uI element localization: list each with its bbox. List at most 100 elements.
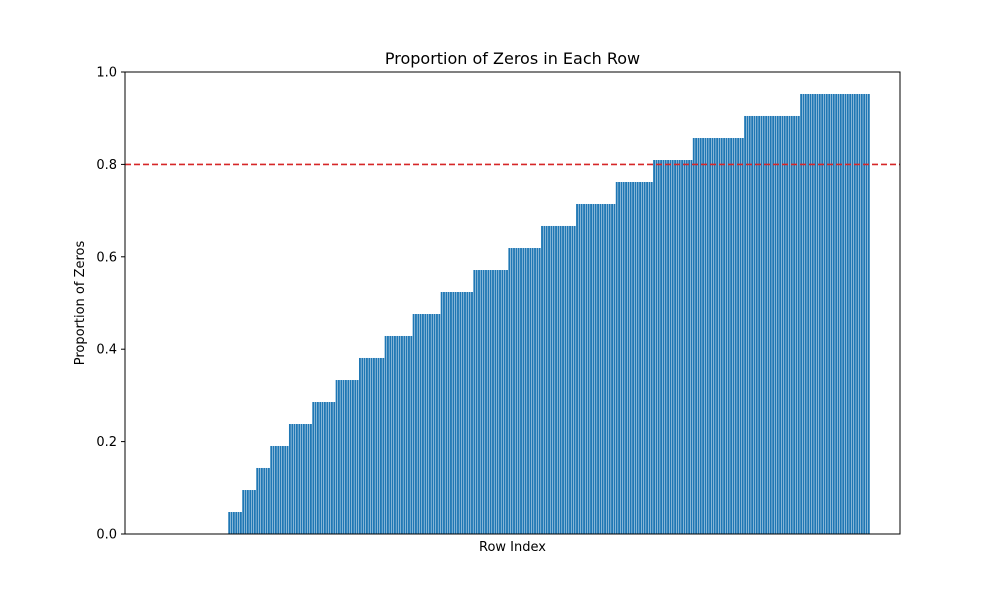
bar [762,115,765,534]
bar [800,93,803,535]
bar [389,335,392,534]
bar [809,93,812,535]
bar [246,490,249,534]
bar [585,203,588,535]
bar [646,182,648,534]
bar [723,138,726,534]
bar [300,424,303,534]
bar [576,203,578,535]
bar [508,248,511,534]
bar [548,225,550,535]
bar [286,445,289,534]
bar [632,182,634,534]
bar [496,270,499,534]
bar [552,225,555,535]
bar [391,335,394,534]
bar [683,160,686,534]
bar [302,424,305,534]
bar [856,93,859,535]
y-tick-label: 0.0 [96,528,117,543]
bar [697,138,700,534]
bar [802,93,805,535]
bar [669,160,672,534]
bar [709,138,712,534]
bar [370,357,373,534]
bar [373,357,375,534]
bar [478,270,480,534]
bar [811,93,814,535]
bar [578,203,581,535]
bar [688,160,691,534]
bar [295,424,298,534]
bar [515,248,518,534]
y-tick-label: 0.8 [96,158,117,173]
bar [797,115,800,534]
bar [445,292,448,534]
bar [676,160,679,534]
bar [447,292,450,534]
bar [741,138,744,534]
bar [746,115,749,534]
bar [846,93,849,535]
bar [828,93,831,535]
bar [401,335,403,534]
bar [422,314,424,534]
bar [613,203,616,535]
bar [734,138,737,534]
bar [450,292,452,534]
bar [718,138,721,534]
bar [760,115,763,534]
bar [858,93,861,535]
bar [499,270,501,534]
bar [429,314,431,534]
bar [835,93,838,535]
bar [555,225,557,535]
bar [629,182,632,534]
bar [704,138,707,534]
bar [323,402,326,534]
bar [620,182,623,534]
bar [375,357,378,534]
bar [730,138,733,534]
bar [564,225,567,535]
bar [706,138,709,534]
bar [345,380,347,534]
bar [653,160,656,534]
bar [314,402,317,534]
bar [249,490,252,534]
bar [569,225,571,535]
bar [716,138,719,534]
bar [436,314,438,534]
bar [739,138,742,534]
bar [426,314,429,534]
bar [464,292,466,534]
bar [230,512,233,534]
bar [538,248,541,534]
bar [239,512,242,534]
bar [692,138,695,534]
bar [606,203,609,535]
bar [412,314,415,534]
bar [690,160,693,534]
bar [415,314,417,534]
bar [643,182,646,534]
bar [711,138,714,534]
bar [405,335,408,534]
bar [674,160,677,534]
bar [671,160,674,534]
bar [359,357,361,534]
bar [305,424,308,534]
y-tick-label: 0.4 [96,343,117,358]
bar [543,225,546,535]
x-axis-title: Row Index [479,540,546,555]
bar [681,160,684,534]
bar [655,160,658,534]
bar [753,115,756,534]
bar [755,115,758,534]
bar [520,248,522,534]
bar [807,93,810,535]
bar [337,380,340,534]
bar [863,93,866,535]
bar [865,93,868,535]
